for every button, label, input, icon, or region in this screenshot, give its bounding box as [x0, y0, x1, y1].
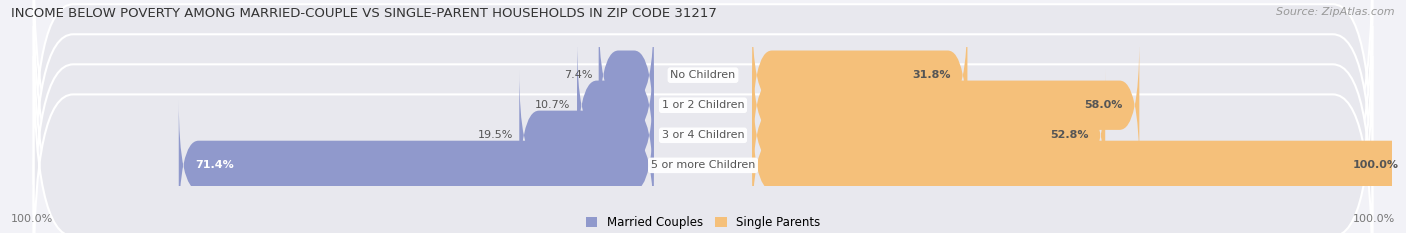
FancyBboxPatch shape [34, 26, 1372, 233]
Text: 1 or 2 Children: 1 or 2 Children [662, 100, 744, 110]
Text: 100.0%: 100.0% [1353, 160, 1399, 170]
Text: INCOME BELOW POVERTY AMONG MARRIED-COUPLE VS SINGLE-PARENT HOUSEHOLDS IN ZIP COD: INCOME BELOW POVERTY AMONG MARRIED-COUPL… [11, 7, 717, 20]
FancyBboxPatch shape [34, 56, 1372, 233]
FancyBboxPatch shape [752, 70, 1105, 201]
Legend: Married Couples, Single Parents: Married Couples, Single Parents [581, 211, 825, 233]
Text: Source: ZipAtlas.com: Source: ZipAtlas.com [1277, 7, 1395, 17]
Text: 7.4%: 7.4% [564, 70, 592, 80]
Text: 3 or 4 Children: 3 or 4 Children [662, 130, 744, 140]
Text: 31.8%: 31.8% [912, 70, 950, 80]
FancyBboxPatch shape [576, 40, 654, 171]
FancyBboxPatch shape [752, 10, 967, 141]
Text: 52.8%: 52.8% [1050, 130, 1088, 140]
FancyBboxPatch shape [519, 70, 654, 201]
Text: 58.0%: 58.0% [1084, 100, 1123, 110]
FancyBboxPatch shape [34, 0, 1372, 185]
FancyBboxPatch shape [34, 0, 1372, 215]
Text: 100.0%: 100.0% [11, 214, 53, 224]
FancyBboxPatch shape [752, 40, 1139, 171]
FancyBboxPatch shape [179, 100, 654, 231]
Text: No Children: No Children [671, 70, 735, 80]
Text: 71.4%: 71.4% [195, 160, 233, 170]
FancyBboxPatch shape [599, 10, 654, 141]
Text: 19.5%: 19.5% [478, 130, 513, 140]
Text: 5 or more Children: 5 or more Children [651, 160, 755, 170]
Text: 100.0%: 100.0% [1353, 214, 1395, 224]
FancyBboxPatch shape [752, 100, 1406, 231]
Text: 10.7%: 10.7% [536, 100, 571, 110]
